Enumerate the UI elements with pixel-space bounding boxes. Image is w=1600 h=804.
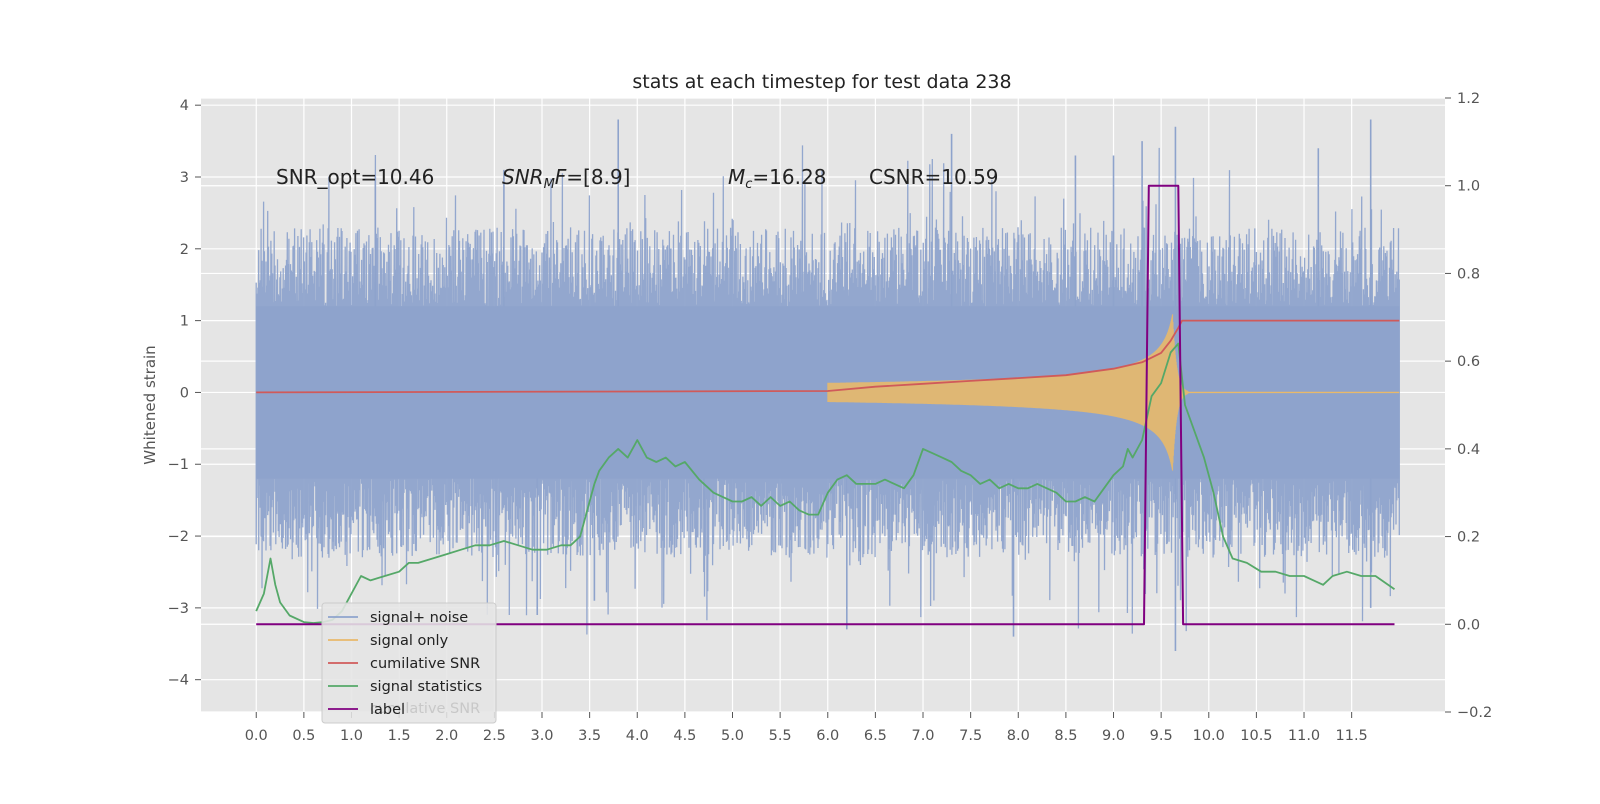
x-tick-label: 1.0 bbox=[340, 728, 363, 744]
y2-tick-label: 0.0 bbox=[1457, 617, 1480, 633]
x-tick-label: 4.5 bbox=[673, 728, 696, 744]
annotation-mc: Mc=16.28 bbox=[728, 165, 826, 192]
y2-tick-label: 1.2 bbox=[1457, 91, 1480, 107]
y2-tick-label: 1.0 bbox=[1457, 179, 1480, 195]
x-tick-label: 10.0 bbox=[1193, 728, 1225, 744]
legend-label: signal statistics bbox=[370, 679, 482, 695]
x-tick-label: 5.0 bbox=[721, 728, 744, 744]
legend-label: signal+ noise bbox=[370, 610, 468, 626]
y-tick-label: 4 bbox=[180, 98, 189, 114]
x-tick-label: 0.5 bbox=[292, 728, 315, 744]
x-tick-label: 5.5 bbox=[769, 728, 792, 744]
x-tick-label: 2.5 bbox=[483, 728, 506, 744]
y2-tick-label: 0.4 bbox=[1457, 442, 1480, 458]
y-tick-label: 1 bbox=[180, 314, 189, 330]
chart-title: stats at each timestep for test data 238 bbox=[632, 71, 1011, 93]
x-tick-label: 0.0 bbox=[245, 728, 268, 744]
x-tick-label: 3.0 bbox=[530, 728, 553, 744]
x-tick-label: 10.5 bbox=[1240, 728, 1272, 744]
plot-area bbox=[255, 119, 1400, 651]
x-tick-label: 8.5 bbox=[1054, 728, 1077, 744]
x-tick-label: 1.5 bbox=[388, 728, 411, 744]
legend-label: cumilative SNR bbox=[370, 656, 480, 672]
y-tick-label: 2 bbox=[180, 242, 189, 258]
x-tick-label: 11.5 bbox=[1336, 728, 1368, 744]
annotation-csnr: CSNR=10.59 bbox=[869, 165, 999, 189]
y-tick-label: −1 bbox=[168, 457, 189, 473]
label-line bbox=[256, 184, 1395, 626]
x-tick-label: 3.5 bbox=[578, 728, 601, 744]
x-tick-label: 11.0 bbox=[1288, 728, 1320, 744]
annotations: SNR_opt=10.46 SNRMF=[8.9] Mc=16.28 CSNR=… bbox=[276, 165, 999, 192]
y2-tick-label: 0.6 bbox=[1457, 354, 1480, 370]
x-tick-label: 8.0 bbox=[1007, 728, 1030, 744]
y-tick-label: −2 bbox=[168, 529, 189, 545]
legend-label: signal only bbox=[370, 633, 449, 649]
y-tick-label: 3 bbox=[180, 170, 189, 186]
legend-box bbox=[321, 602, 497, 724]
axes: 0.0 0.5 1.0 1.5 2.0 2.5 3.0 3.5 4.0 4.5 5.0 5.5 6.0 6… bbox=[168, 91, 1493, 744]
y2-tick-label: 0.8 bbox=[1457, 266, 1480, 282]
legend: cumilative SNR signal+ noise signal only c… bbox=[321, 602, 497, 724]
cumulative-snr-line bbox=[256, 319, 1400, 394]
x-tick-label: 7.5 bbox=[959, 728, 982, 744]
x-tick-label: 7.0 bbox=[911, 728, 934, 744]
y-axis-label: Whitened strain bbox=[141, 345, 159, 464]
annotation-snr-opt: SNR_opt=10.46 bbox=[276, 165, 434, 189]
legend-label: label bbox=[370, 702, 405, 718]
x-tick-label: 6.5 bbox=[864, 728, 887, 744]
y2-tick-label: 0.2 bbox=[1457, 530, 1480, 546]
y-tick-label: −3 bbox=[168, 601, 189, 617]
y-tick-label: 0 bbox=[180, 385, 189, 401]
y-tick-label: −4 bbox=[168, 673, 189, 689]
annotation-snr-mf: SNRMF=[8.9] bbox=[502, 165, 630, 192]
x-tick-label: 9.5 bbox=[1150, 728, 1173, 744]
x-tick-label: 9.0 bbox=[1102, 728, 1125, 744]
legend-ghost-label: cumilative SNR bbox=[370, 701, 480, 717]
x-tick-label: 4.0 bbox=[626, 728, 649, 744]
signal-statistics-line bbox=[255, 342, 1396, 624]
x-tick-label: 6.0 bbox=[816, 728, 839, 744]
x-tick-label: 2.0 bbox=[435, 728, 458, 744]
y2-tick-label: −0.2 bbox=[1457, 705, 1492, 721]
